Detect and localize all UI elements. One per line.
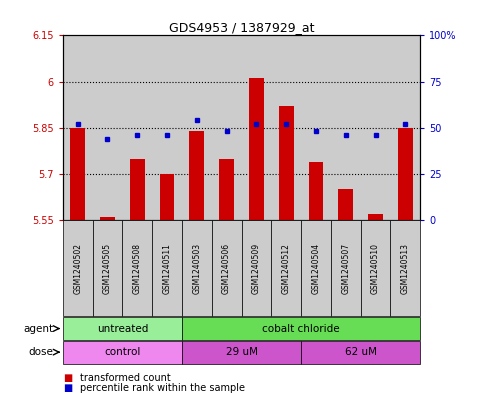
Bar	[70, 128, 85, 220]
Text: ■: ■	[63, 383, 72, 393]
Text: GSM1240511: GSM1240511	[163, 243, 171, 294]
Bar	[338, 189, 353, 220]
Text: GSM1240502: GSM1240502	[73, 243, 82, 294]
Text: GSM1240513: GSM1240513	[401, 243, 410, 294]
Bar	[249, 79, 264, 220]
Bar	[219, 158, 234, 220]
Bar	[271, 35, 301, 220]
Text: GSM1240508: GSM1240508	[133, 243, 142, 294]
Text: GSM1240505: GSM1240505	[103, 242, 112, 294]
Bar	[100, 217, 115, 220]
Bar	[398, 128, 413, 220]
Text: 29 uM: 29 uM	[226, 347, 257, 357]
Bar	[159, 174, 174, 220]
Bar	[309, 162, 324, 220]
Text: GSM1240510: GSM1240510	[371, 243, 380, 294]
Text: GSM1240509: GSM1240509	[252, 242, 261, 294]
Bar	[331, 35, 361, 220]
Bar	[279, 106, 294, 220]
Text: ■: ■	[63, 373, 72, 383]
Text: GSM1240503: GSM1240503	[192, 242, 201, 294]
Bar	[93, 35, 122, 220]
Text: cobalt chloride: cobalt chloride	[262, 323, 340, 334]
Text: transformed count: transformed count	[80, 373, 170, 383]
Text: GSM1240506: GSM1240506	[222, 242, 231, 294]
Bar	[189, 131, 204, 220]
Bar	[212, 35, 242, 220]
Text: agent: agent	[23, 323, 53, 334]
Text: GSM1240512: GSM1240512	[282, 243, 291, 294]
Bar	[152, 35, 182, 220]
Bar	[368, 214, 383, 220]
Bar	[63, 35, 93, 220]
Text: untreated: untreated	[97, 323, 148, 334]
Text: control: control	[104, 347, 141, 357]
Text: GSM1240507: GSM1240507	[341, 242, 350, 294]
Bar	[182, 35, 212, 220]
Bar	[130, 158, 145, 220]
Bar	[390, 35, 420, 220]
Text: dose: dose	[28, 347, 53, 357]
Title: GDS4953 / 1387929_at: GDS4953 / 1387929_at	[169, 21, 314, 34]
Bar	[242, 35, 271, 220]
Text: 62 uM: 62 uM	[345, 347, 377, 357]
Bar	[122, 35, 152, 220]
Text: percentile rank within the sample: percentile rank within the sample	[80, 383, 245, 393]
Text: GSM1240504: GSM1240504	[312, 242, 320, 294]
Bar	[361, 35, 390, 220]
Bar	[301, 35, 331, 220]
